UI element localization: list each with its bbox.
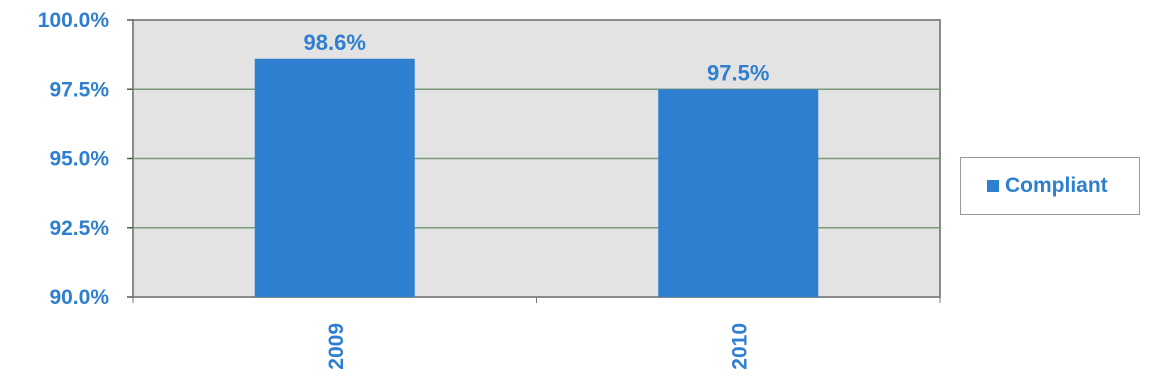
x-tick-label-2009: 2009 (325, 323, 348, 370)
bars (254, 58, 819, 297)
y-axis-tick-labels: 90.0% 92.5% 95.0% 97.5% 100.0% (38, 9, 110, 309)
data-labels: 98.6% 97.5% (304, 30, 770, 85)
legend-swatch (987, 180, 999, 192)
legend-label-compliant: Compliant (1005, 174, 1108, 197)
y-tick-label: 97.5% (49, 78, 109, 101)
y-tick-label: 100.0% (38, 9, 110, 32)
x-axis-tick-labels: 2009 2010 (325, 323, 752, 370)
data-label-2010: 97.5% (707, 60, 769, 85)
x-tick-label-2010: 2010 (728, 323, 751, 370)
y-tick-label: 95.0% (49, 148, 109, 171)
legend: Compliant (960, 157, 1140, 215)
data-label-2009: 98.6% (304, 30, 366, 55)
bar-2010 (658, 89, 819, 297)
y-tick-label: 92.5% (49, 217, 109, 240)
y-tick-label: 90.0% (49, 286, 109, 309)
bar-2009 (254, 58, 415, 297)
